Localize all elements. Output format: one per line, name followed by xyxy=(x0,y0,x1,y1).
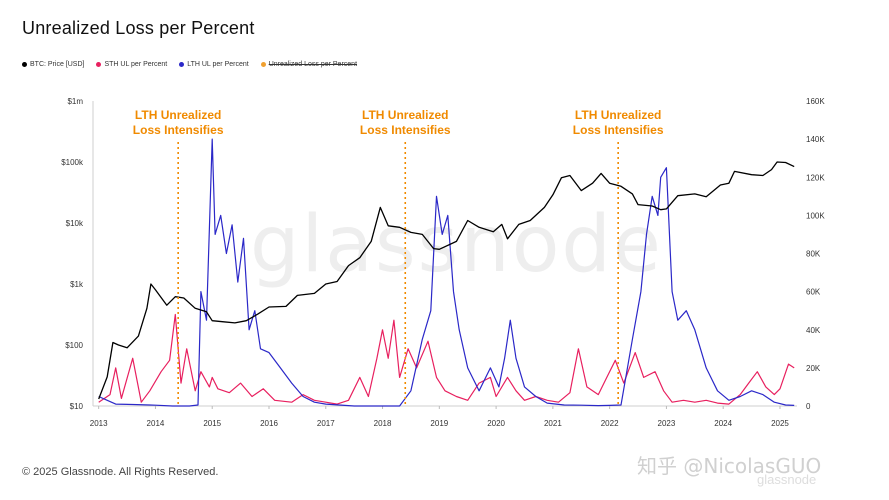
annotation-label: LTH Unrealized xyxy=(135,108,221,122)
chart-legend: BTC: Price [USD] STH UL per Percent LTH … xyxy=(22,61,357,68)
legend-item-unrealized-loss[interactable]: Unrealized Loss per Percent xyxy=(260,61,358,68)
y-right-tick-label: 160K xyxy=(806,97,825,106)
x-tick-label: 2017 xyxy=(317,419,335,428)
legend-label: LTH UL per Percent xyxy=(187,61,249,68)
zhihu-watermark: 知乎 @NicolasGUO xyxy=(637,454,822,478)
legend-label: Unrealized Loss per Percent xyxy=(268,61,358,68)
legend-item-sth-ul[interactable]: STH UL per Percent xyxy=(96,61,167,68)
x-tick-label: 2019 xyxy=(430,419,448,428)
legend-dot xyxy=(22,62,27,67)
series-line-btc-price-usd xyxy=(98,161,795,400)
y-right-tick-label: 80K xyxy=(806,250,821,259)
y-left-tick-label: $10k xyxy=(66,219,84,228)
legend-item-btc-price[interactable]: BTC: Price [USD] xyxy=(22,61,84,68)
x-tick-label: 2021 xyxy=(544,419,562,428)
y-right-tick-label: 60K xyxy=(806,288,821,297)
y-right-tick-label: 120K xyxy=(806,173,825,182)
x-tick-label: 2020 xyxy=(487,419,505,428)
y-left-tick-label: $1k xyxy=(70,280,84,289)
y-right-tick-label: 20K xyxy=(806,364,821,373)
x-tick-label: 2016 xyxy=(260,419,278,428)
y-left-tick-label: $100k xyxy=(61,158,84,167)
y-right-tick-label: 100K xyxy=(806,211,825,220)
x-tick-label: 2024 xyxy=(714,419,732,428)
x-tick-label: 2013 xyxy=(90,419,108,428)
copyright-text: © 2025 Glassnode. All Rights Reserved. xyxy=(22,466,219,478)
x-tick-label: 2023 xyxy=(658,419,676,428)
annotation-label: Loss Intensifies xyxy=(133,123,224,137)
y-right-tick-label: 0 xyxy=(806,402,811,411)
series-line-sth-ul-per-percent xyxy=(98,313,795,405)
x-tick-label: 2014 xyxy=(147,419,165,428)
chart-title: Unrealized Loss per Percent xyxy=(22,18,255,38)
legend-item-lth-ul[interactable]: LTH UL per Percent xyxy=(179,61,249,68)
annotation-label: LTH Unrealized xyxy=(362,108,448,122)
y-right-tick-label: 40K xyxy=(806,326,821,335)
x-tick-label: 2018 xyxy=(374,419,392,428)
x-tick-label: 2025 xyxy=(771,419,789,428)
annotation-label: Loss Intensifies xyxy=(573,123,664,137)
x-tick-label: 2022 xyxy=(601,419,619,428)
glassnode-watermark-corner: glassnode xyxy=(757,472,817,487)
y-left-tick-label: $1m xyxy=(67,97,83,106)
legend-dot xyxy=(179,62,185,67)
glassnode-watermark: glassnode xyxy=(250,200,663,290)
annotation-label: LTH Unrealized xyxy=(575,108,661,122)
legend-dot xyxy=(260,62,266,67)
y-left-tick-label: $10 xyxy=(70,402,84,411)
y-left-tick-label: $100 xyxy=(65,341,83,350)
y-right-tick-label: 140K xyxy=(806,135,825,144)
annotation-label: Loss Intensifies xyxy=(360,123,451,137)
legend-label: STH UL per Percent xyxy=(104,61,168,68)
series-line-lth-ul-per-percent xyxy=(98,138,795,407)
x-tick-label: 2015 xyxy=(203,419,221,428)
legend-label: BTC: Price [USD] xyxy=(30,61,85,68)
legend-dot xyxy=(96,62,102,67)
